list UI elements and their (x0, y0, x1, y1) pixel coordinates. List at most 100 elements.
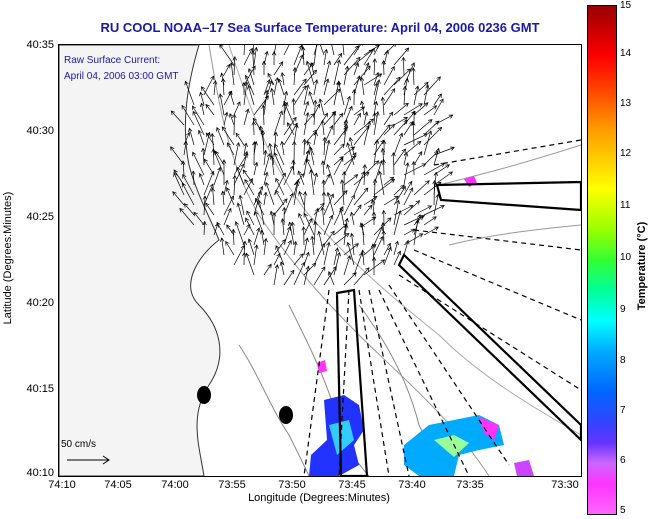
current-vector (262, 105, 265, 126)
current-vector (281, 141, 285, 156)
current-vector (229, 113, 235, 126)
current-vector-head (359, 100, 365, 106)
current-vector (202, 148, 205, 166)
current-vector (413, 119, 433, 136)
colorbar-tick: 10 (620, 252, 632, 263)
current-vector (383, 196, 399, 206)
current-vector-head (434, 120, 440, 125)
current-vector-head (257, 190, 263, 195)
current-vector-head (341, 170, 347, 176)
current-vector-head (203, 158, 208, 164)
current-vector (303, 238, 308, 256)
current-vector-head (330, 230, 335, 236)
current-vector (222, 191, 225, 206)
current-vector (181, 105, 195, 126)
current-vector-head (247, 84, 252, 90)
current-vector (252, 118, 265, 136)
current-vector (293, 179, 299, 206)
current-vector (322, 120, 325, 136)
current-vector (403, 111, 416, 126)
current-vector-head (305, 60, 311, 66)
current-vector (323, 88, 341, 106)
current-vector (185, 81, 195, 106)
current-vector-head (320, 160, 326, 165)
current-vector (326, 164, 335, 186)
current-vector-head (280, 71, 285, 77)
current-vector-head (320, 242, 325, 248)
current-vector-head (321, 179, 326, 184)
current-vector-head (179, 207, 184, 213)
current-vector (233, 114, 235, 136)
current-vector-head (313, 220, 318, 226)
current-vector-head (210, 187, 216, 192)
current-vector-head (432, 216, 437, 221)
map-plot-area[interactable]: Raw Surface Current: April 04, 2006 03:0… (58, 44, 582, 477)
current-vector (313, 100, 316, 126)
current-vector-head (274, 264, 280, 269)
current-vector (353, 62, 359, 76)
depth-contour (208, 45, 490, 476)
current-vector (353, 125, 370, 146)
current-vector (393, 152, 395, 176)
current-vector (293, 262, 305, 286)
current-vector-head (346, 142, 351, 147)
depth-contour (448, 224, 581, 246)
current-vector (201, 86, 215, 106)
current-vector-head (397, 210, 402, 215)
current-vector-head (254, 210, 259, 216)
current-vector-head (181, 104, 186, 110)
current-vector (373, 58, 376, 76)
current-vector-head (346, 95, 351, 101)
current-vector-head (184, 80, 189, 86)
current-vector-head (370, 199, 376, 204)
current-vector-head (329, 193, 334, 199)
current-vector (303, 69, 317, 86)
current-vector (221, 126, 235, 146)
current-vector (393, 200, 399, 226)
current-vector-head (305, 111, 310, 117)
current-vector-head (299, 253, 304, 258)
current-vector (293, 45, 303, 66)
current-vector (423, 216, 437, 226)
current-vector-head (256, 227, 261, 233)
current-vector-head (287, 239, 292, 245)
current-vector (283, 102, 288, 116)
current-vector (403, 228, 415, 236)
current-vector (229, 91, 235, 106)
current-vector-head (303, 212, 308, 218)
current-vector (246, 210, 255, 226)
current-vector (293, 173, 305, 186)
current-vector (323, 49, 327, 66)
current-vector-head (236, 166, 241, 172)
temperature-colorbar (587, 5, 617, 515)
y-tick-label: 40:35 (26, 39, 54, 51)
current-vector-head (433, 171, 439, 177)
y-tick-label: 40:10 (26, 467, 54, 479)
current-vector (262, 130, 265, 156)
current-vector-head (276, 252, 281, 258)
current-vector-head (349, 232, 355, 238)
current-vector-head (401, 148, 406, 154)
current-vector-head (271, 50, 277, 56)
current-vector-head (411, 110, 417, 115)
current-vector-head (425, 84, 430, 90)
current-vector-head (253, 46, 259, 52)
current-vector (183, 141, 187, 156)
current-vector-head (354, 243, 359, 248)
current-vector-head (332, 265, 337, 271)
current-vector-head (379, 235, 384, 241)
current-vector-head (322, 136, 327, 142)
depth-contour (238, 344, 310, 476)
current-vector-head (421, 163, 427, 168)
current-vector-head (240, 244, 245, 250)
current-vector-head (314, 79, 319, 84)
current-vector (223, 195, 234, 216)
current-vector (303, 218, 313, 236)
current-vector-head (292, 116, 297, 122)
current-vector-head (373, 100, 379, 106)
current-vector-head (251, 141, 257, 146)
current-vector (283, 101, 295, 126)
current-vector-head (344, 65, 350, 71)
current-vector-head (180, 160, 186, 165)
current-vector (216, 127, 225, 146)
